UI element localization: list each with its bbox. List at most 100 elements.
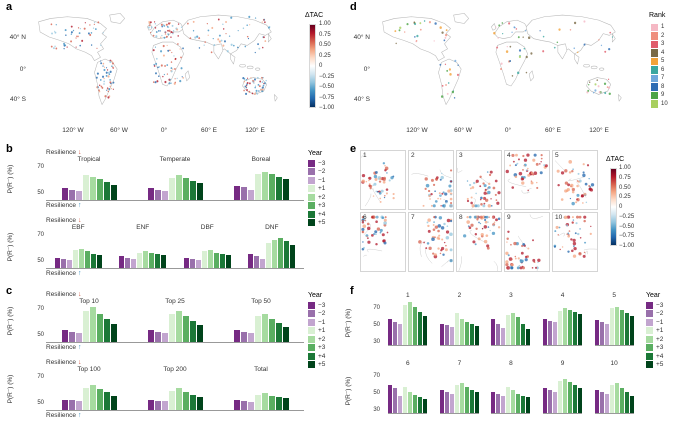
bar-year-+2	[614, 306, 619, 345]
bar-group-top-200: Top 200	[147, 366, 203, 410]
bar-year-−2	[254, 256, 260, 268]
bar-group-label: Temperate	[159, 156, 191, 163]
panel-label-b: b	[6, 143, 13, 155]
lat-tick-label: 40° S	[10, 96, 26, 103]
year-legend-entry: +3	[308, 202, 346, 211]
rank-tick-label: 5	[661, 58, 665, 65]
bar-year-−3	[54, 257, 60, 268]
year-legend-entry: +5	[308, 219, 346, 228]
bar-group-label: 7	[457, 360, 462, 367]
bar-group-3: 3	[491, 292, 531, 346]
bar-year-+1	[609, 384, 614, 413]
lon-tick-label: 120° W	[406, 127, 428, 134]
bar-year-+4	[103, 391, 110, 410]
bar-year-−2	[154, 331, 161, 342]
bar-year-+1	[168, 178, 175, 200]
bar-year-−1	[501, 396, 506, 413]
year-color-swatch	[646, 301, 653, 309]
rank-color-swatch	[651, 57, 658, 65]
bar-year-+1	[403, 387, 408, 413]
bar-year-−1	[449, 326, 454, 345]
bar-year-−1	[247, 332, 254, 342]
bar-year-−2	[240, 331, 247, 342]
bar-group-enf: ENF	[119, 224, 167, 268]
year-legend-entry: −2	[308, 168, 346, 177]
region-map-tile-8: 8	[456, 212, 502, 272]
bar-group-tropical: Tropical	[61, 156, 117, 200]
y-axis-tick-label: 50	[373, 322, 380, 329]
bar-year-+1	[168, 313, 175, 342]
bar-group-boreal: Boreal	[233, 156, 289, 200]
year-legend-entry: +4	[308, 210, 346, 219]
bar-year-−3	[61, 399, 68, 410]
lat-tick-label: 0°	[19, 66, 26, 73]
year-legend-f: Year −3 −2 −1 +1 +2 +3 +4 +5	[646, 292, 684, 369]
year-legend-entry: +5	[308, 361, 346, 370]
region-map-tile-3: 3	[456, 150, 502, 210]
y-axis-tick-label: 50	[37, 332, 44, 339]
bar-group-label: Top 50	[251, 298, 271, 305]
chart-top-hotspots-2: Resilience ↓ 70 50 Top 100 Top 200 Total Resili…	[20, 358, 306, 420]
chart-top-hotspots-1: Resilience ↓ 70 50 Top 10 Top 25 Top 50 Resilie…	[20, 290, 306, 352]
year-legend-entry: +2	[308, 193, 346, 202]
delta-tac-colorbar-title: ΔTAC	[305, 12, 324, 19]
chart-regions-1-5: 70 50 30 1 2 3 4 5	[356, 292, 642, 346]
region-number: 4	[507, 152, 511, 159]
bar-group-label: 2	[457, 292, 462, 299]
y-axis-tick-label: 50	[373, 390, 380, 397]
bar-group-7: 7	[439, 360, 479, 414]
colorbar-tick-label: −1.00	[619, 243, 635, 249]
bar-year-−2	[68, 399, 75, 410]
lon-tick-label: 0°	[504, 127, 512, 134]
bar-year-+5	[225, 255, 231, 268]
bar-group-label: Total	[254, 366, 268, 373]
bar-year-+4	[521, 396, 526, 413]
rank-legend-entry: 10	[651, 100, 668, 109]
bar-year-−2	[240, 400, 247, 410]
bar-year-+2	[261, 313, 268, 342]
bar-group-label: 6	[405, 360, 410, 367]
year-legend-entry: +1	[308, 327, 346, 336]
colorbar-tick-label: 0	[319, 63, 323, 69]
bar-year-+4	[189, 394, 196, 410]
region-number: 9	[507, 214, 511, 221]
bar-year-−2	[154, 400, 161, 410]
year-color-swatch	[308, 219, 315, 227]
bar-year-+2	[511, 313, 516, 345]
bar-year-−1	[75, 400, 82, 410]
bar-group-label: DBF	[200, 224, 214, 231]
lon-tick-label: 60° E	[201, 127, 217, 134]
y-axis-tick-label: 30	[373, 406, 380, 413]
bar-year-−2	[496, 393, 501, 413]
bar-year-+3	[96, 389, 103, 410]
y-axis-tick-label: 70	[37, 164, 44, 171]
bar-year-+3	[516, 393, 521, 413]
bar-year-+1	[254, 316, 261, 342]
bar-year-+1	[82, 310, 89, 342]
delta-tac-colorbar-ticks: 1.00 0.75 0.50 0.25 0 −0.25 −0.50 −0.75 −1.00	[319, 21, 345, 111]
colorbar-tick-label: −0.50	[319, 84, 335, 90]
bar-year-+3	[516, 317, 521, 345]
resilience-down-arrow-icon: ↓	[78, 217, 82, 224]
bar-year-+2	[175, 310, 182, 342]
bar-year-+5	[629, 396, 634, 413]
y-axis-tick-label: 50	[37, 190, 44, 197]
year-color-swatch	[308, 176, 315, 184]
bar-year-−2	[496, 324, 501, 345]
bar-year-−3	[543, 319, 548, 345]
year-color-swatch	[646, 318, 653, 326]
resilience-up-arrow-icon: ↑	[78, 412, 82, 419]
colorbar-tick-label: −1.00	[319, 105, 335, 111]
rank-legend-entry: 6	[651, 66, 668, 75]
bar-group-10: 10	[594, 360, 634, 414]
bar-year-−2	[599, 321, 604, 345]
rank-scatter-points	[394, 20, 614, 99]
bar-year-−1	[247, 402, 254, 410]
bar-year-+4	[624, 313, 629, 345]
bar-year-+1	[454, 384, 459, 413]
year-color-swatch	[646, 310, 653, 318]
bar-year-−1	[161, 400, 168, 410]
year-label: +3	[318, 202, 326, 210]
year-legend-entry: −3	[308, 159, 346, 168]
bar-year-+2	[143, 251, 149, 268]
